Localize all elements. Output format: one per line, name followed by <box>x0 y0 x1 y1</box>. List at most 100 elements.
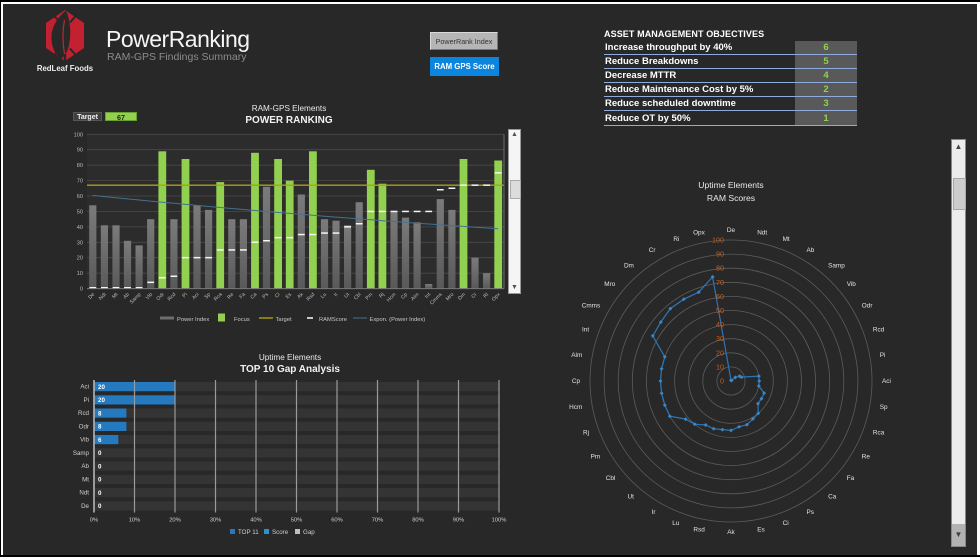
svg-text:De: De <box>87 292 96 301</box>
svg-text:Mt: Mt <box>783 236 790 243</box>
svg-text:Rj: Rj <box>583 430 589 437</box>
svg-text:80: 80 <box>716 264 724 273</box>
svg-text:Uptime Elements: Uptime Elements <box>259 353 321 362</box>
svg-text:Ut: Ut <box>627 494 634 501</box>
svg-text:Uptime Elements: Uptime Elements <box>698 180 763 190</box>
svg-text:Lu: Lu <box>320 292 328 300</box>
svg-text:Rca: Rca <box>873 430 885 437</box>
svg-text:TOP 10 Gap Analysis: TOP 10 Gap Analysis <box>240 364 340 375</box>
svg-text:60: 60 <box>77 194 83 200</box>
svg-text:Ab: Ab <box>81 463 89 470</box>
svg-text:100%: 100% <box>492 518 507 524</box>
svg-text:Aci: Aci <box>191 292 200 301</box>
svg-text:60: 60 <box>716 292 724 301</box>
svg-text:Cbl: Cbl <box>353 292 363 302</box>
svg-text:Es: Es <box>285 291 294 300</box>
svg-text:Cmms: Cmms <box>582 303 600 310</box>
svg-text:Ut: Ut <box>343 291 351 299</box>
svg-text:Vib: Vib <box>145 292 155 302</box>
svg-text:Ci: Ci <box>783 520 789 527</box>
svg-text:Ndt: Ndt <box>757 229 767 236</box>
svg-text:Opx: Opx <box>491 291 502 302</box>
svg-text:Vib: Vib <box>847 281 857 288</box>
svg-text:90%: 90% <box>453 518 465 524</box>
svg-text:De: De <box>727 227 736 234</box>
svg-text:70: 70 <box>716 278 724 287</box>
svg-text:Samp: Samp <box>73 450 90 457</box>
svg-text:Rca: Rca <box>213 292 224 303</box>
svg-text:Cp: Cp <box>400 292 409 301</box>
svg-text:20%: 20% <box>169 518 181 524</box>
svg-text:Mro: Mro <box>604 281 615 288</box>
svg-text:Cr: Cr <box>649 247 657 254</box>
svg-text:0: 0 <box>720 377 724 386</box>
svg-text:Ndt: Ndt <box>98 291 108 301</box>
svg-text:Ps: Ps <box>807 509 814 516</box>
svg-text:90: 90 <box>716 250 724 259</box>
svg-text:Alm: Alm <box>410 292 420 302</box>
svg-text:Ab: Ab <box>807 247 815 254</box>
svg-text:Opx: Opx <box>693 229 706 236</box>
svg-text:Ir: Ir <box>652 509 657 516</box>
svg-text:Mt: Mt <box>111 291 120 300</box>
svg-text:Sp: Sp <box>880 404 888 411</box>
svg-text:De: De <box>81 503 89 510</box>
svg-text:0: 0 <box>80 287 83 293</box>
svg-text:Rsd: Rsd <box>693 527 705 534</box>
svg-text:Power Index: Power Index <box>177 317 209 323</box>
svg-text:Pi: Pi <box>181 292 188 299</box>
svg-text:Dm: Dm <box>457 292 467 302</box>
svg-text:0: 0 <box>98 503 102 510</box>
svg-text:Fa: Fa <box>238 292 247 301</box>
svg-text:Pi: Pi <box>83 397 89 404</box>
svg-text:50%: 50% <box>291 518 303 524</box>
svg-text:70%: 70% <box>372 518 384 524</box>
svg-text:Cbl: Cbl <box>606 475 616 482</box>
svg-text:Es: Es <box>757 527 764 534</box>
svg-text:Target: Target <box>276 317 293 323</box>
svg-text:10: 10 <box>716 362 724 371</box>
svg-text:Gap: Gap <box>303 529 315 536</box>
svg-text:30: 30 <box>716 334 724 343</box>
svg-text:0: 0 <box>98 463 102 470</box>
svg-text:90: 90 <box>77 148 83 154</box>
svg-text:Cmms: Cmms <box>429 291 444 306</box>
svg-text:TOP 11: TOP 11 <box>238 529 259 536</box>
svg-text:20: 20 <box>716 348 724 357</box>
svg-text:40: 40 <box>716 320 724 329</box>
svg-text:60%: 60% <box>331 518 343 524</box>
svg-text:Samp: Samp <box>129 292 143 306</box>
svg-text:70: 70 <box>77 179 83 185</box>
svg-text:0: 0 <box>98 450 102 457</box>
svg-text:Int: Int <box>582 326 589 333</box>
svg-text:40: 40 <box>77 225 83 231</box>
svg-text:Focus: Focus <box>234 317 250 323</box>
svg-text:Ab: Ab <box>122 292 131 301</box>
svg-text:RedLeaf Foods: RedLeaf Foods <box>37 64 94 73</box>
svg-text:Aci: Aci <box>80 384 89 391</box>
svg-text:80: 80 <box>77 163 83 169</box>
svg-text:Score: Score <box>272 529 289 536</box>
svg-text:Mt: Mt <box>82 476 89 483</box>
svg-text:0: 0 <box>98 490 102 497</box>
svg-text:Re: Re <box>862 454 871 461</box>
svg-text:0: 0 <box>98 477 102 484</box>
svg-text:Ci: Ci <box>274 292 282 300</box>
svg-text:Fa: Fa <box>847 475 855 482</box>
svg-text:Ak: Ak <box>727 529 735 536</box>
svg-text:Dm: Dm <box>624 262 634 269</box>
svg-text:Cr: Cr <box>470 292 478 300</box>
svg-text:30: 30 <box>77 240 83 246</box>
svg-text:Aci: Aci <box>882 378 891 385</box>
svg-text:Ir: Ir <box>333 292 340 299</box>
svg-text:10%: 10% <box>129 518 141 524</box>
svg-text:80%: 80% <box>412 518 424 524</box>
svg-text:Ri: Ri <box>482 292 490 300</box>
svg-text:Expon. (Power Index): Expon. (Power Index) <box>370 317 426 323</box>
svg-text:Odr: Odr <box>155 292 165 302</box>
svg-text:Ndt: Ndt <box>79 490 89 497</box>
svg-text:Pm: Pm <box>365 292 375 302</box>
svg-text:100: 100 <box>74 132 83 138</box>
svg-text:20: 20 <box>77 256 83 262</box>
svg-text:Ak: Ak <box>296 291 305 300</box>
